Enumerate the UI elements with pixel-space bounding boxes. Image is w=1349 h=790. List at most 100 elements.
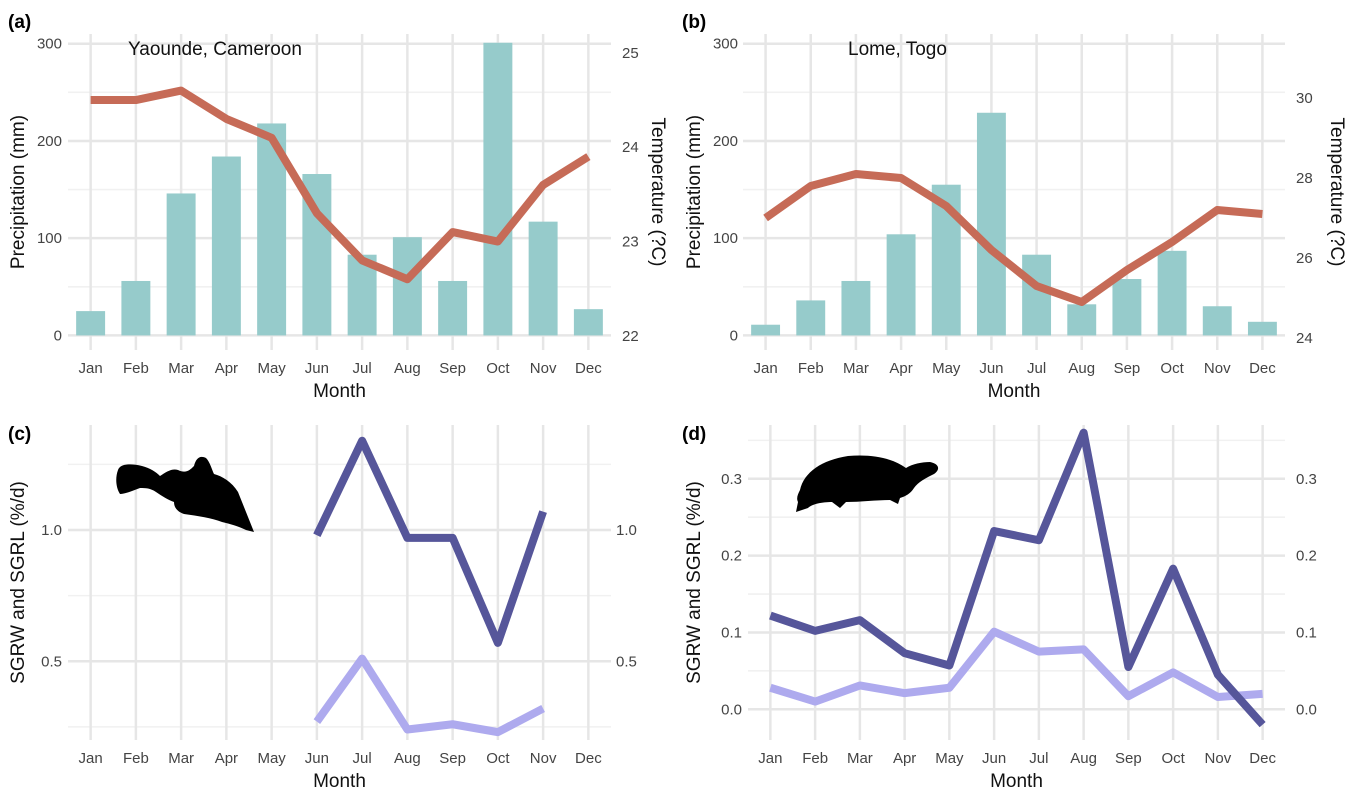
panel-d: (d) Jan Feb Mar Apr May Jun Jul Aug Sep Oct Nov Dec M… [682, 424, 1317, 790]
y-axis-title: Precipitation (mm) [684, 115, 705, 269]
panel-label: (a) [8, 12, 31, 33]
x-tick-label: Jun [982, 750, 1006, 767]
y-tick-label: 0.0 [721, 701, 742, 718]
precipitation-bar [751, 324, 781, 336]
grid [748, 425, 1285, 740]
x-tick-label: Jan [79, 360, 103, 377]
y-tick-label: 300 [37, 36, 62, 53]
x-tick-label: Oct [1160, 360, 1184, 377]
x-tick-label: Sep [439, 750, 466, 767]
y2-tick-label: 1.0 [616, 522, 637, 539]
x-tick-label: Jun [305, 750, 329, 767]
y2-tick-label: 22 [622, 328, 639, 345]
x-tick-label: Mar [168, 360, 194, 377]
precipitation-bar [1247, 321, 1277, 336]
sgrw-line [769, 428, 1266, 728]
x-axis-title: Month [990, 771, 1043, 790]
grid [68, 425, 611, 740]
precipitation-bar [841, 280, 871, 336]
x-tick-label: Sep [439, 360, 466, 377]
x-tick-label: Jul [353, 360, 372, 377]
precipitation-bar [76, 311, 106, 336]
x-tick-label: Feb [798, 360, 824, 377]
y2-axis-title: Temperature (?C) [1326, 118, 1347, 267]
precipitation-bar [886, 234, 916, 336]
y2-tick-label: 0.5 [616, 653, 637, 670]
grid [743, 34, 1285, 350]
y-tick-label: 300 [713, 36, 738, 53]
panel-c: (c) Jan Feb Mar Apr May Jun Jul Aug Sep Oct Nov Dec M… [8, 424, 637, 790]
x-tick-label: Feb [123, 750, 149, 767]
x-tick-label: Jun [979, 360, 1003, 377]
precipitation-bar [528, 221, 558, 336]
x-tick-label: Aug [394, 750, 421, 767]
y2-tick-label: 24 [622, 139, 639, 156]
x-tick-label: Dec [1249, 360, 1276, 377]
y-tick-label: 0.1 [721, 624, 742, 641]
x-tick-label: Dec [575, 750, 602, 767]
panel-label: (b) [682, 12, 706, 33]
precipitation-bar [1112, 279, 1142, 336]
y-tick-label: 0.2 [721, 548, 742, 565]
precipitation-bar [121, 280, 151, 336]
x-tick-label: Aug [394, 360, 421, 377]
x-tick-label: Oct [486, 750, 510, 767]
precipitation-bar [1157, 250, 1187, 336]
turtle-silhouette-icon [796, 455, 939, 512]
y2-axis-title: Temperature (?C) [647, 118, 668, 267]
x-tick-label: Nov [1205, 750, 1232, 767]
y2-tick-label: 0.2 [1296, 548, 1317, 565]
x-tick-label: Oct [486, 360, 510, 377]
x-tick-label: Dec [575, 360, 602, 377]
x-tick-label: Nov [1204, 360, 1231, 377]
precipitation-bar [573, 309, 603, 336]
y2-tick-label: 25 [622, 45, 639, 62]
y2-tick-label: 0.3 [1296, 471, 1317, 488]
location-annotation: Lome, Togo [848, 39, 947, 60]
precipitation-bar [483, 42, 513, 336]
x-tick-label: Apr [215, 750, 238, 767]
x-tick-label: Jul [1027, 360, 1046, 377]
fish-silhouette-icon [116, 456, 254, 532]
x-tick-label: Aug [1070, 750, 1097, 767]
y2-tick-label: 23 [622, 234, 639, 251]
x-axis-title: Month [988, 381, 1041, 402]
x-tick-label: May [257, 750, 286, 767]
x-tick-label: Oct [1161, 750, 1185, 767]
panel-label: (c) [8, 424, 31, 445]
y-axis-title: SGRW and SGRL (%/d) [8, 481, 29, 684]
y-tick-label: 200 [37, 133, 62, 150]
precipitation-bars [751, 112, 1277, 336]
y-tick-label: 100 [713, 230, 738, 247]
precipitation-bar [1022, 254, 1052, 336]
precipitation-bar [211, 156, 241, 336]
x-tick-label: Jan [758, 750, 782, 767]
y-tick-label: 0.3 [721, 471, 742, 488]
precipitation-bar [438, 280, 468, 336]
x-tick-label: Mar [168, 750, 194, 767]
x-tick-label: Mar [847, 750, 873, 767]
y2-tick-label: 26 [1296, 250, 1313, 267]
x-tick-label: Feb [123, 360, 149, 377]
x-axis-title: Month [313, 771, 366, 790]
x-tick-label: May [935, 750, 964, 767]
panel-b: (b) Jan Feb Mar Apr May Jun Jul Aug Sep Oct Nov Dec M… [682, 12, 1347, 402]
x-tick-label: Jul [1029, 750, 1048, 767]
x-tick-label: Apr [893, 750, 916, 767]
x-tick-label: Nov [530, 360, 557, 377]
y-tick-label: 0 [54, 327, 62, 344]
sgrl-line [313, 654, 545, 737]
x-tick-label: Jul [353, 750, 372, 767]
precipitation-bar [166, 193, 196, 336]
x-tick-label: Apr [215, 360, 238, 377]
x-tick-label: Sep [1114, 360, 1141, 377]
precipitation-bar [1067, 304, 1097, 336]
x-tick-label: Jan [79, 750, 103, 767]
x-tick-label: Sep [1115, 750, 1142, 767]
panel-label: (d) [682, 424, 706, 445]
y-axis-title: SGRW and SGRL (%/d) [684, 481, 705, 684]
x-tick-label: May [257, 360, 286, 377]
sgrw-line [313, 436, 547, 647]
x-tick-label: Jan [753, 360, 777, 377]
